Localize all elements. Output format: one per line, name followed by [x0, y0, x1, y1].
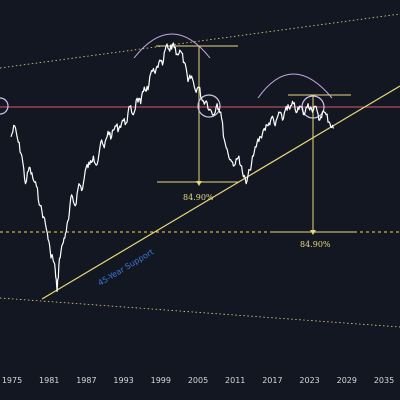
- drawdown-label-1: 84.90%: [183, 193, 214, 202]
- x-tick-2023: 2023: [299, 376, 319, 385]
- x-tick-2029: 2029: [337, 376, 357, 385]
- top-arc-2000: [133, 33, 211, 59]
- arrow-head-2: [310, 230, 316, 235]
- x-tick-1993: 1993: [113, 376, 133, 385]
- price-line: [10, 42, 334, 292]
- x-tick-2005: 2005: [188, 376, 208, 385]
- drawdown-label-2: 84.90%: [300, 240, 331, 249]
- lower-channel-line: [0, 297, 400, 328]
- x-tick-1987: 1987: [76, 376, 96, 385]
- x-tick-1975: 1975: [2, 376, 22, 385]
- x-tick-1981: 1981: [39, 376, 59, 385]
- top-arc-2023: [257, 73, 333, 99]
- circle-left-edge: [0, 97, 9, 115]
- x-tick-2035: 2035: [374, 376, 394, 385]
- x-axis: 1975 1981 1987 1993 1999 2005 2011 2017 2023 2029…: [2, 376, 394, 385]
- arrow-head-1: [196, 181, 202, 186]
- 45-year-support-line: [41, 85, 400, 300]
- circle-2005: [197, 94, 221, 118]
- x-tick-2017: 2017: [262, 376, 282, 385]
- x-tick-2011: 2011: [225, 376, 245, 385]
- x-tick-1999: 1999: [151, 376, 171, 385]
- upper-channel-line: [0, 13, 400, 69]
- support-label: 45-Year Support: [96, 247, 155, 287]
